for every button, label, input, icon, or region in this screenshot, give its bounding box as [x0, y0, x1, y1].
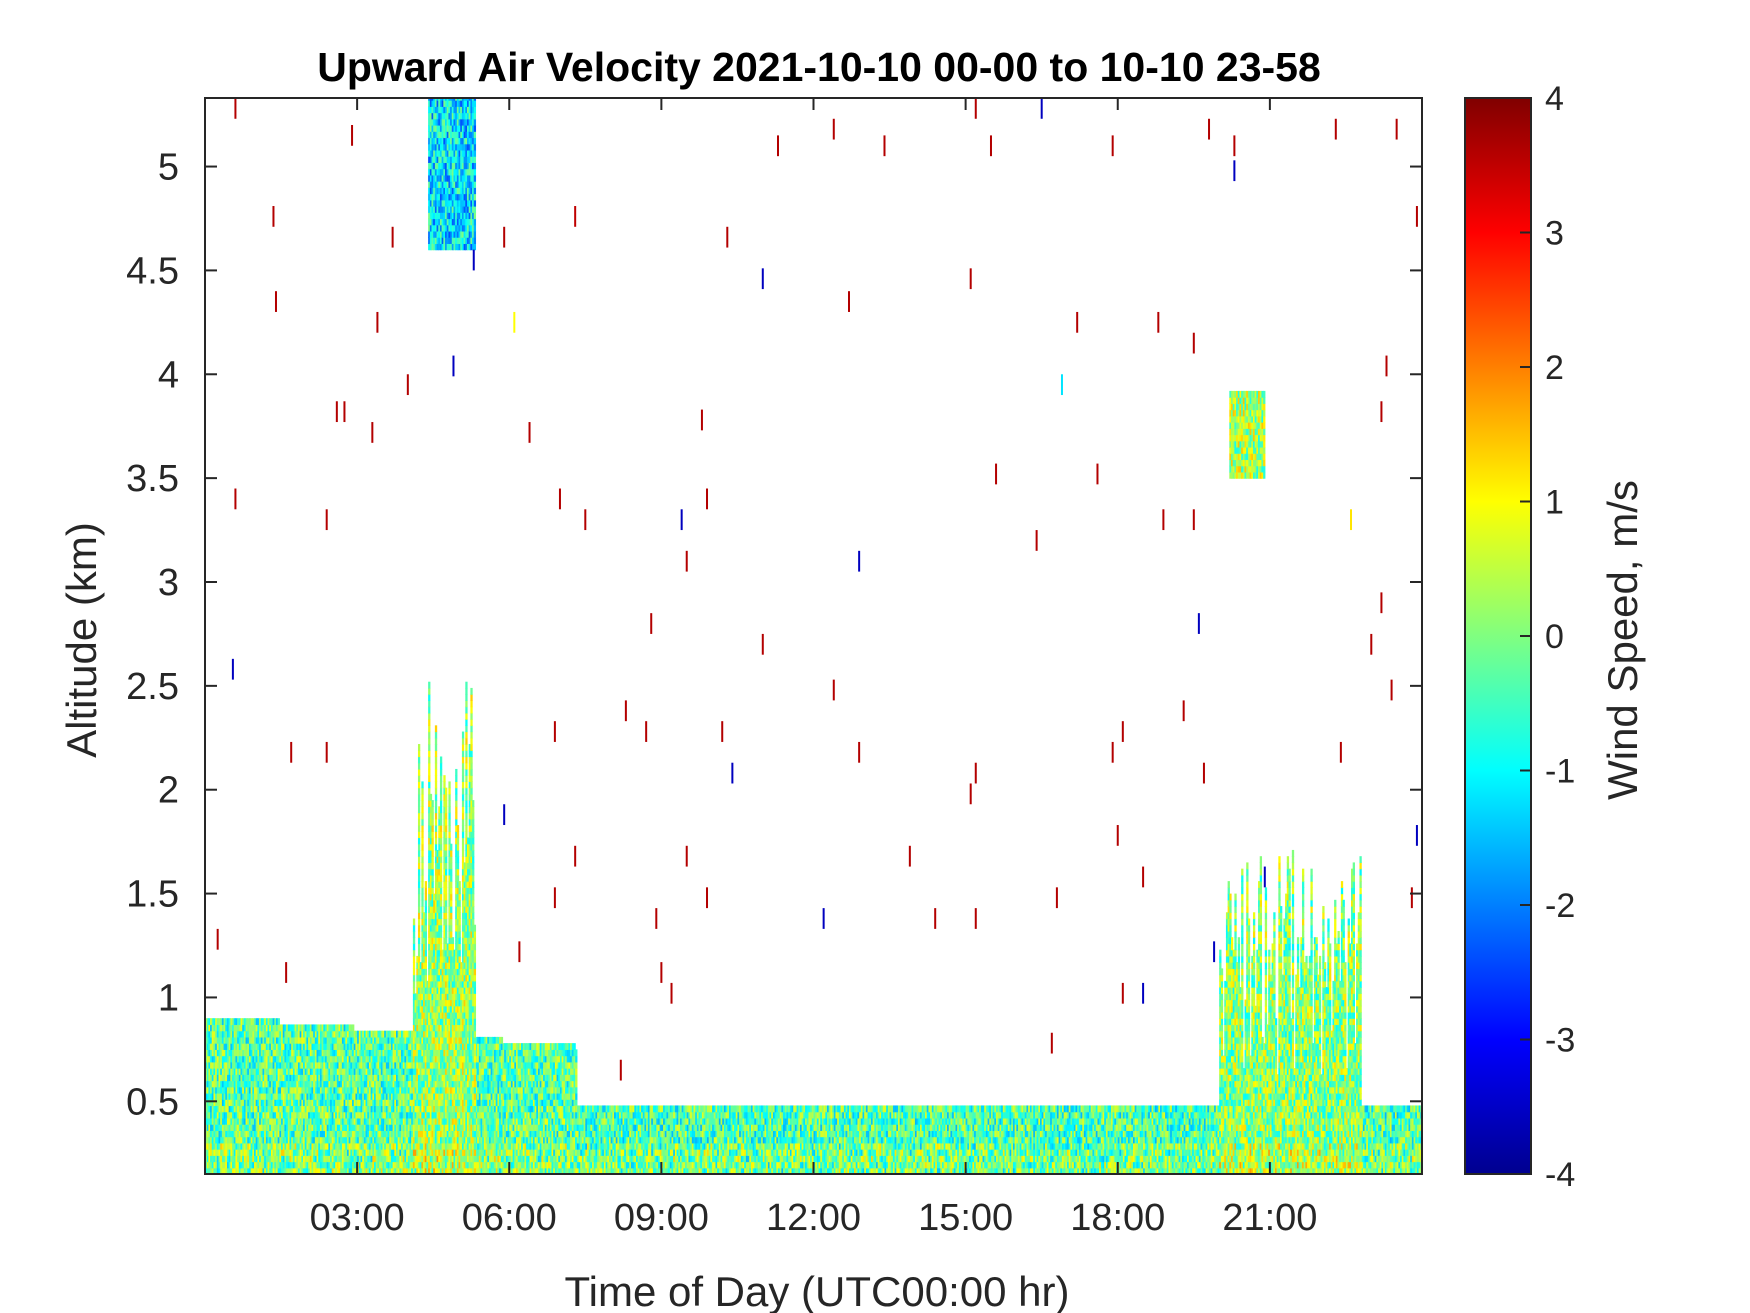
heatmap-cells — [205, 94, 1423, 1175]
heatmap-cell — [501, 1037, 503, 1044]
heatmap-cell — [278, 1018, 280, 1025]
chart-title: Upward Air Velocity 2021-10-10 00-00 to … — [317, 44, 1321, 90]
heatmap-cell — [352, 1024, 354, 1031]
